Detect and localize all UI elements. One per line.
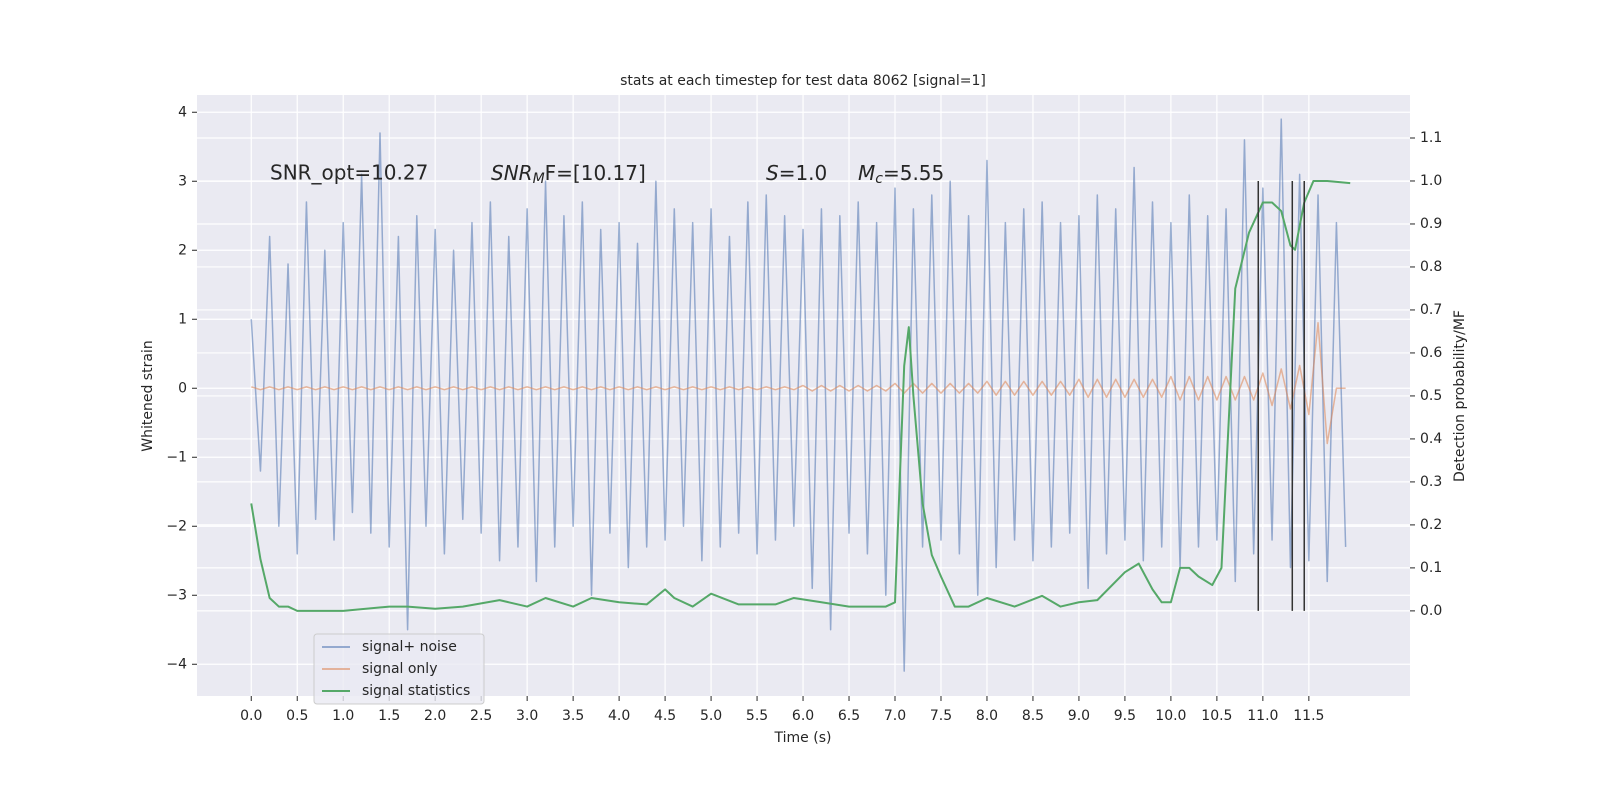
x-tick-label: 10.5 (1201, 708, 1232, 724)
axes: 0.0 0.5 1.0 1.5 2.0 2.5 3.0 3.5 4.0 4.5 5.0 5.5 6.0 6… (166, 104, 1442, 724)
annotation-part: =1.0 (779, 161, 828, 185)
legend-box (313, 633, 485, 705)
x-tick-label: 6.0 (792, 708, 814, 724)
x-tick-label: 6.5 (838, 708, 860, 724)
y-axis-label: Whitened strain (140, 340, 156, 451)
annotation-part: M (858, 161, 875, 185)
x-tick-label: 7.0 (884, 708, 906, 724)
x-tick-label: 11.5 (1293, 708, 1324, 724)
y2-tick-label: 0.1 (1420, 560, 1442, 576)
x-tick-label: 1.5 (378, 708, 400, 724)
chart-title: stats at each timestep for test data 806… (620, 73, 986, 89)
annotation: SNR_opt=10.27 (270, 161, 428, 185)
legend-label: signal statistics (362, 683, 470, 699)
x-tick-label: 5.0 (700, 708, 722, 724)
x-axis-label: Time (s) (774, 730, 832, 746)
y2-tick-label: 0.9 (1420, 216, 1442, 232)
x-tick-label: 5.5 (746, 708, 768, 724)
y2-tick-label: 0.3 (1420, 474, 1442, 490)
y-tick-label: −2 (166, 518, 187, 534)
y2-axis-label: Detection probability/MF (1452, 310, 1468, 482)
y2-tick-label: 1.0 (1420, 173, 1442, 189)
annotation-part: S (766, 161, 779, 185)
y2-tick-label: 0.2 (1420, 517, 1442, 533)
annotation-part: SNR (491, 161, 533, 185)
y-tick-label: −3 (166, 587, 187, 603)
y-tick-label: −4 (166, 656, 187, 672)
x-tick-label: 4.0 (608, 708, 630, 724)
y-tick-label: 0 (178, 380, 187, 396)
x-tick-label: 8.5 (1022, 708, 1044, 724)
series-line (250, 179, 1351, 612)
x-tick-label: 2.5 (470, 708, 492, 724)
x-tick-label: 7.5 (930, 708, 952, 724)
x-tick-label: 11.0 (1247, 708, 1278, 724)
legend-label: signal+ noise (362, 639, 457, 655)
x-tick-label: 10.0 (1155, 708, 1186, 724)
x-tick-label: 8.0 (976, 708, 998, 724)
y2-tick-label: 0.4 (1420, 431, 1442, 447)
x-tick-label: 2.0 (424, 708, 446, 724)
y-tick-label: −1 (166, 449, 187, 465)
y2-tick-label: 0.6 (1420, 345, 1442, 361)
x-tick-label: 0.5 (286, 708, 308, 724)
y2-tick-label: 1.1 (1420, 130, 1442, 146)
x-tick-label: 9.0 (1068, 708, 1090, 724)
grid (197, 95, 1410, 696)
y2-tick-label: 0.8 (1420, 259, 1442, 275)
y-tick-label: 1 (178, 311, 187, 327)
annotation-part: F=[10.17] (545, 161, 646, 185)
y2-tick-label: 0.7 (1420, 302, 1442, 318)
y-tick-label: 4 (178, 104, 187, 120)
legend: signal+ noise signal only signal statistic… (313, 633, 485, 705)
annotation: SNRMF=[10.17] (491, 161, 646, 188)
x-tick-label: 3.5 (562, 708, 584, 724)
annotation: Mc=5.55 (858, 161, 944, 188)
annotation-part: =5.55 (883, 161, 944, 185)
y-tick-label: 3 (178, 173, 187, 189)
annotation-part: c (875, 171, 883, 187)
series-line (250, 118, 1347, 672)
y2-tick-label: 0.5 (1420, 388, 1442, 404)
y2-tick-label: 0.0 (1420, 603, 1442, 619)
y-tick-label: 2 (178, 242, 187, 258)
annotation-part: M (533, 171, 545, 187)
annotation: S=1.0 (766, 161, 827, 185)
x-tick-label: 3.0 (516, 708, 538, 724)
x-tick-label: 0.0 (240, 708, 262, 724)
x-tick-label: 4.5 (654, 708, 676, 724)
marks (250, 118, 1351, 672)
x-tick-label: 1.0 (332, 708, 354, 724)
x-tick-label: 9.5 (1114, 708, 1136, 724)
legend-label: signal only (362, 661, 437, 677)
series-line (251, 321, 1346, 445)
